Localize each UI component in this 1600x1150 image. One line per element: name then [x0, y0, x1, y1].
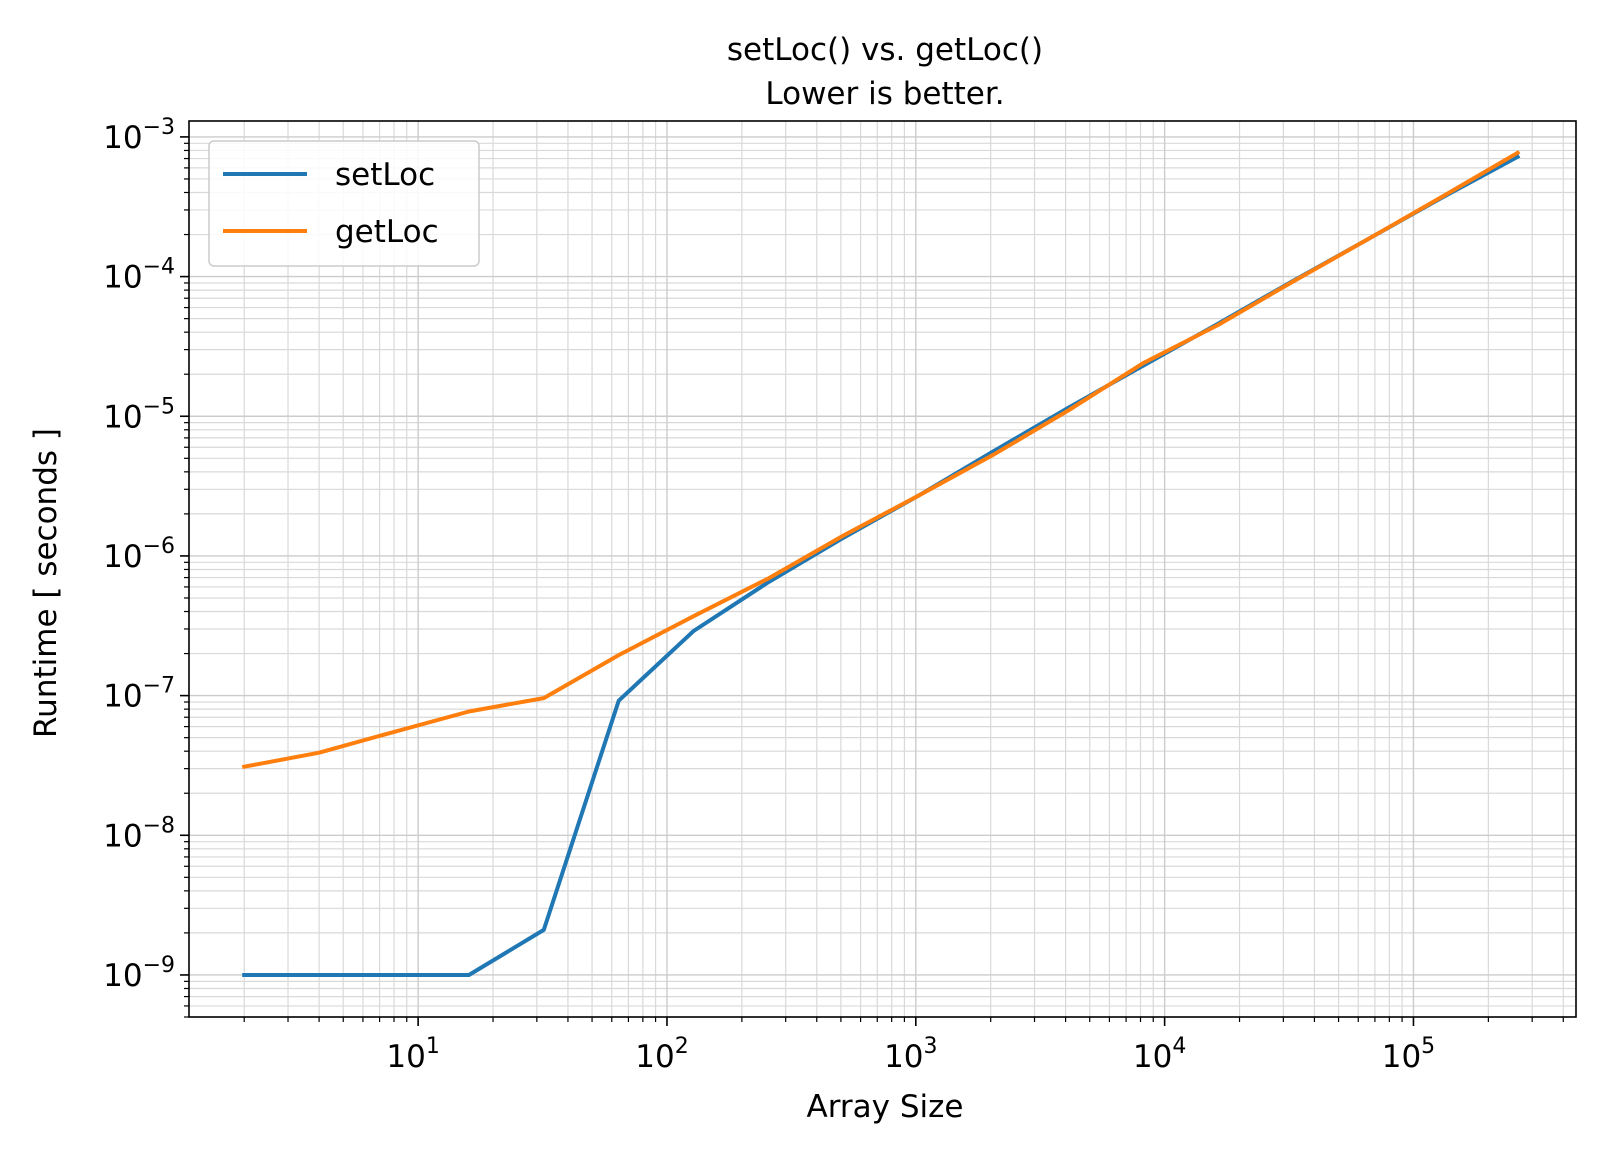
legend: setLoc getLoc	[208, 140, 480, 267]
x-tick-label: 105	[1382, 1034, 1435, 1075]
chart-title: setLoc() vs. getLoc()	[727, 32, 1043, 68]
axis-ticks: 101 102 103 104 105 10−9 10−8 10−7 10−6 10−5 10−4 1…	[103, 115, 1564, 1075]
y-tick-label: 10−7	[103, 674, 175, 715]
series-line-getLoc	[241, 150, 1521, 770]
legend-label-getLoc: getLoc	[335, 214, 439, 250]
y-tick-label: 10−9	[103, 953, 175, 994]
x-axis-label: Array Size	[807, 1089, 964, 1125]
y-tick-label: 10−6	[103, 534, 175, 575]
y-axis-label: Runtime [ seconds ]	[28, 428, 64, 738]
chart-title-group: setLoc() vs. getLoc() Lower is better.	[727, 32, 1043, 112]
x-tick-label: 104	[1133, 1034, 1186, 1075]
series-line-setLoc	[242, 154, 1521, 977]
legend-label-setLoc: setLoc	[335, 157, 435, 193]
y-tick-label: 10−5	[103, 394, 175, 435]
y-tick-label: 10−4	[103, 255, 175, 296]
x-tick-label: 103	[884, 1034, 937, 1075]
chart-subtitle: Lower is better.	[765, 76, 1004, 112]
x-tick-label: 101	[386, 1034, 439, 1075]
major-gridlines	[189, 121, 1576, 1017]
plot-area-frame	[188, 120, 1577, 1018]
y-tick-label: 10−3	[103, 115, 175, 156]
x-tick-label: 102	[635, 1034, 688, 1075]
y-tick-label: 10−8	[103, 813, 175, 854]
series-lines	[241, 150, 1521, 977]
